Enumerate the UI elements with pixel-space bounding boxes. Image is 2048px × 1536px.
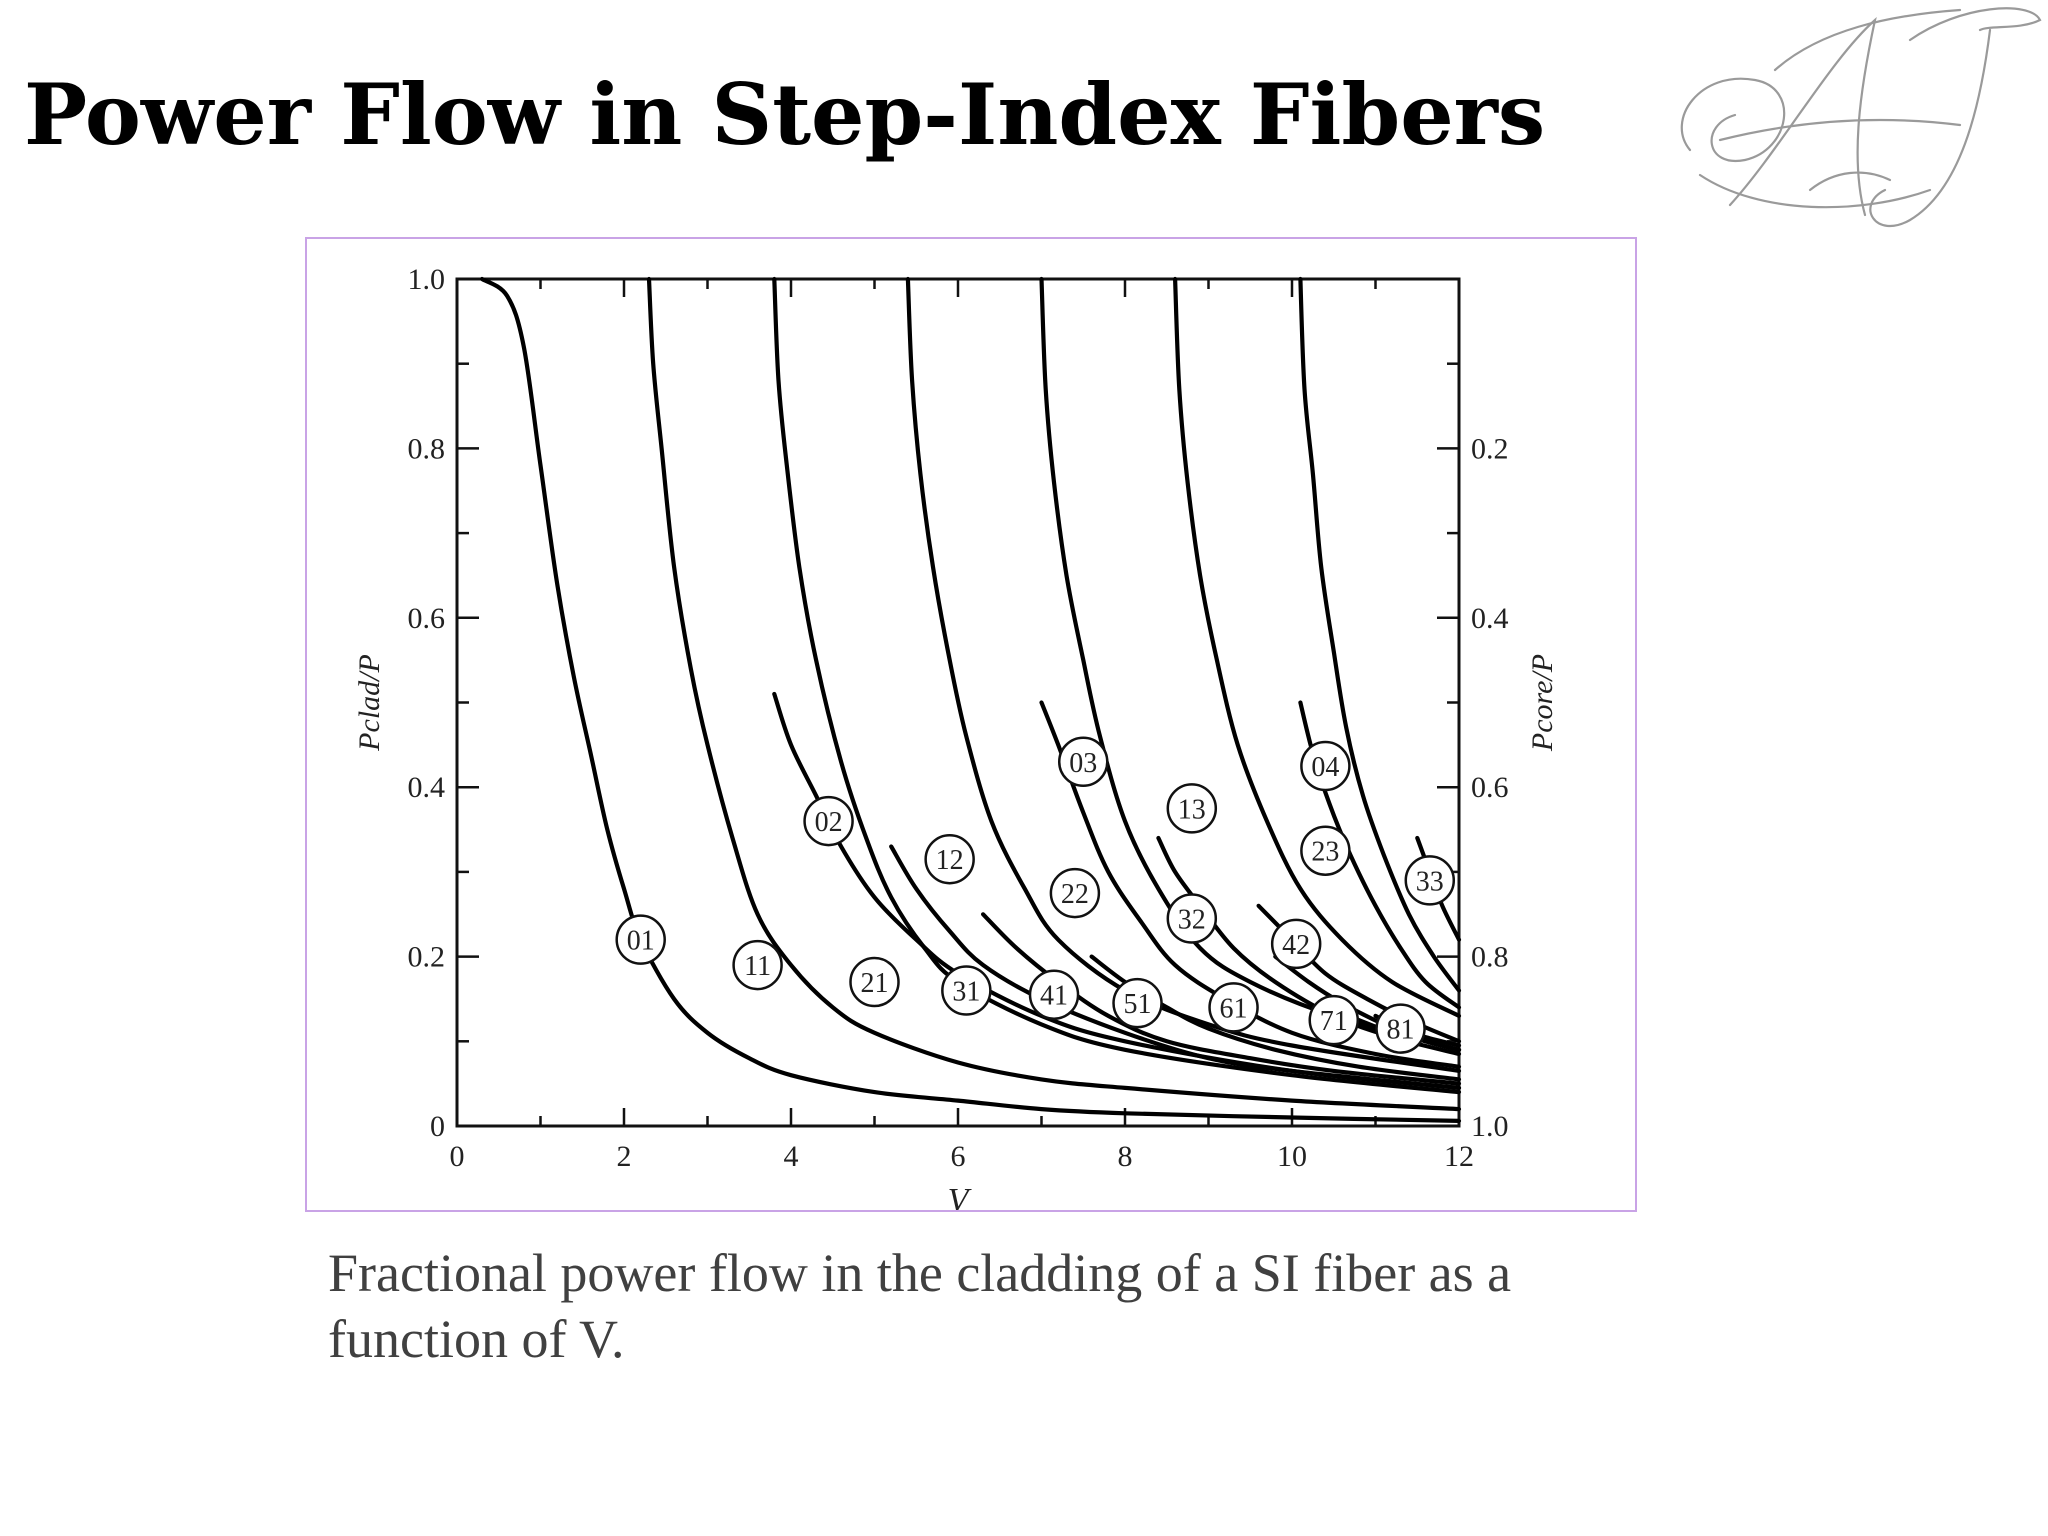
y-tick-label: 0.8 [408,432,446,465]
y2-tick-label: 0.2 [1471,432,1509,465]
mode-label-circle [1166,783,1218,834]
mode-label-33: 33 [1404,855,1456,906]
mode-label-11: 11 [732,939,783,991]
curve-mode-01 [480,276,1462,1123]
curve-mode-12 [889,844,1462,1090]
x-tick-label: 6 [951,1140,966,1173]
x-tick-label: 12 [1444,1140,1474,1173]
mode-label-text: 01 [627,926,655,957]
x-tick-label: 10 [1277,1140,1307,1173]
y2-tick-label: 0.4 [1471,602,1509,635]
mode-label-41: 41 [1028,969,1080,1020]
curve-mode-31 [905,276,1462,1073]
x-axis-label: V [948,1182,973,1210]
mode-label-text: 41 [1040,981,1068,1012]
curve-mode-51 [1173,276,1462,1018]
mode-label-circle [1028,969,1080,1020]
power-flow-chart: 0 2 4 6 8 10 1200.20.40.60.81.01.00.80.60.40.2… [353,263,1559,1210]
mode-label-text: 61 [1220,993,1248,1024]
mode-label-71: 71 [1308,994,1359,1046]
mode-label-02: 02 [803,795,854,847]
x-tick-label: 4 [784,1140,799,1173]
mode-label-03: 03 [1058,736,1109,788]
mode-label-circle [1112,977,1163,1029]
mode-label-text: 04 [1311,752,1339,783]
y2-axis-label: Pcore/P [1526,654,1559,752]
mode-label-circle [1166,893,1218,944]
mode-label-23: 23 [1300,825,1351,876]
curve-mode-22 [981,912,1462,1086]
mode-label-text: 03 [1069,748,1097,779]
mode-label-text: 71 [1320,1006,1348,1037]
mode-label-61: 61 [1208,982,1259,1033]
x-tick-label: 8 [1118,1140,1133,1173]
mode-labels: 01 11 21 02 31 12 41 03 22 51 13 32 61 04 23 42 71 81 33 [615,736,1456,1054]
mode-label-01: 01 [615,914,666,965]
slide-title: Power Flow in Step-Index Fibers [24,65,1546,164]
mode-label-circle [1208,982,1259,1033]
mode-label-text: 21 [861,968,889,999]
mode-label-text: 23 [1311,837,1339,868]
mode-label-circle [1300,825,1351,876]
curve-mode-11 [646,276,1462,1112]
mode-label-circle [1308,994,1359,1046]
mode-label-circle [1049,867,1101,919]
y-tick-label: 1.0 [408,263,446,296]
mode-label-text: 31 [952,976,980,1007]
y2-tick-label: 0.6 [1471,771,1509,804]
mode-label-circle [1270,918,1322,970]
y-tick-label: 0.4 [408,771,446,804]
mode-label-circle [941,965,992,1016]
y-tick-label: 0 [430,1110,445,1143]
mode-label-text: 02 [815,807,843,838]
mode-label-text: 51 [1124,989,1152,1020]
logo: AJ [1680,7,2042,228]
x-tick-label: 2 [617,1140,632,1173]
mode-label-32: 32 [1166,893,1218,944]
mode-label-text: 13 [1178,794,1206,825]
mode-label-circle [924,833,975,885]
y-tick-label: 0.2 [408,941,446,974]
mode-label-51: 51 [1112,977,1163,1029]
mode-label-13: 13 [1166,783,1218,834]
y-axis-label: Pclad/P [353,654,386,752]
figure-frame: 0 2 4 6 8 10 12 0 0.2 0.4 0.6 0.8 1.0 1.0 0.8 0.6 0.4 0.2… [305,237,1637,1212]
mode-label-text: 12 [936,845,964,876]
mode-label-31: 31 [941,965,992,1016]
mode-label-circle [1404,855,1456,906]
mode-label-text: 22 [1061,879,1089,910]
y2-tick-label: 1.0 [1471,1110,1509,1143]
mode-label-12: 12 [924,833,975,885]
mode-label-text: 81 [1387,1015,1415,1046]
x-tick-label: 0 [450,1140,465,1173]
mode-label-81: 81 [1375,1003,1426,1054]
mode-label-circle [849,956,900,1008]
y2-tick-label: 0.8 [1471,941,1509,974]
mode-label-text: 11 [744,951,771,982]
mode-label-text: 33 [1416,866,1444,897]
mode-label-circle [732,939,783,991]
mode-label-22: 22 [1049,867,1101,919]
mode-label-circle [1058,736,1109,788]
mode-label-text: 42 [1282,930,1310,961]
mode-label-04: 04 [1300,740,1351,792]
curve-mode-21 [772,276,1462,1095]
mode-label-21: 21 [849,956,900,1008]
mode-label-42: 42 [1270,918,1322,970]
y-tick-label: 0.6 [408,602,446,635]
mode-label-circle [1375,1003,1426,1054]
curve-mode-61 [1298,276,1462,993]
mode-label-circle [1300,740,1351,792]
curves [480,276,1462,1123]
mode-label-circle [615,914,666,965]
curve-mode-41 [1039,276,1462,1052]
mode-label-circle [803,795,854,847]
mode-label-text: 32 [1178,904,1206,935]
figure-caption: Fractional power flow in the cladding of… [328,1243,1512,1369]
